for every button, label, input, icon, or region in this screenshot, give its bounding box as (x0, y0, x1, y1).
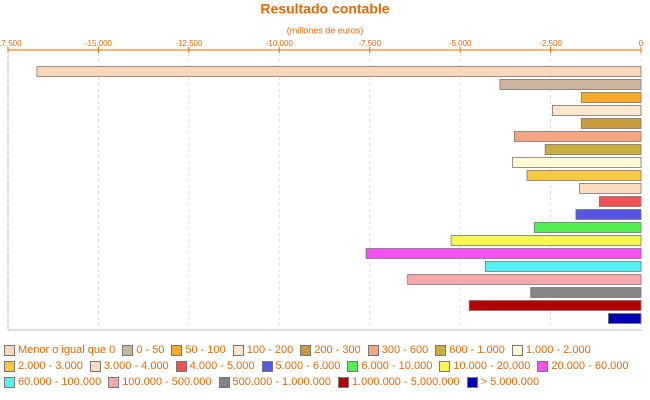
legend-label: 2.000 - 3.000 (18, 360, 83, 372)
legend-item: 500.000 - 1.000.000 (218, 376, 331, 388)
legend-label: 1.000 - 2.000 (525, 344, 591, 356)
legend-swatch (466, 376, 478, 388)
x-tick-label: -7.500 (358, 39, 381, 48)
x-tick-label: -2.500 (539, 39, 562, 48)
legend-label: 60.000 - 100.000 (18, 376, 102, 388)
legend-swatch (537, 360, 549, 372)
legend-item: 300 - 600 (367, 344, 429, 356)
legend-label: Menor o igual que 0 (18, 344, 116, 356)
legend-label: > 5.000.000 (480, 376, 540, 388)
bar (468, 300, 642, 311)
x-tick-label: -15.000 (85, 39, 113, 48)
x-tick-label: -5.000 (449, 39, 472, 48)
bar (551, 105, 642, 116)
legend-swatch (175, 360, 187, 372)
legend-item: 100.000 - 500.000 (108, 376, 212, 388)
legend-item: 200 - 300 (300, 344, 361, 356)
legend-label: 600 - 1.000 (449, 344, 505, 356)
legend-item: 3.000 - 4.000 (89, 360, 169, 372)
bar (499, 79, 642, 90)
legend-label: 100.000 - 500.000 (122, 376, 212, 388)
chart-subtitle: (millones de euros) (287, 25, 364, 35)
chart: Resultado contable (millones de euros) -… (0, 1, 644, 331)
legend-item: 100 - 200 (232, 344, 294, 356)
legend-item: 1.000 - 2.000 (511, 344, 591, 356)
bar (575, 209, 642, 220)
legend-swatch (4, 360, 15, 372)
legend-swatch (367, 344, 379, 356)
legend-swatch (171, 344, 183, 356)
legend-swatch (511, 344, 523, 356)
bar (580, 118, 642, 129)
legend-swatch (337, 376, 349, 388)
legend-swatch (435, 344, 447, 356)
legend-swatch (108, 376, 120, 388)
bar (450, 235, 642, 246)
x-tick-label: -12.500 (175, 39, 203, 48)
bar (365, 248, 642, 259)
legend-swatch (89, 360, 101, 372)
legend-swatch (232, 344, 244, 356)
legend-label: 10.000 - 20.000 (453, 360, 531, 372)
legend-item: 10.000 - 20.000 (439, 360, 530, 372)
bar (530, 287, 642, 298)
legend-label: 0 - 50 (136, 344, 165, 356)
legend-label: 500.000 - 1.000.000 (232, 376, 331, 388)
legend-item: 5.000 - 6.000 (261, 360, 341, 372)
legend-label: 6.000 - 10.000 (361, 360, 433, 372)
legend-swatch (218, 376, 230, 388)
legend-swatch (439, 360, 451, 372)
bar (485, 261, 642, 272)
bar (526, 170, 642, 181)
bar (512, 157, 642, 168)
legend-label: 1.000.000 - 5.000.000 (351, 376, 460, 388)
x-tick-label: -10.000 (266, 39, 294, 48)
legend-item: 20.000 - 60.000 (537, 360, 628, 372)
x-tick-label: 0 (639, 39, 644, 48)
legend-item: 60.000 - 100.000 (4, 376, 101, 388)
legend-swatch (4, 344, 15, 356)
x-tick-label: -17.500 (0, 39, 22, 48)
legend-item: 600 - 1.000 (435, 344, 505, 356)
legend-swatch (300, 344, 312, 356)
legend-item: 4.000 - 5.000 (175, 360, 255, 372)
bar (580, 92, 642, 103)
legend-swatch (4, 376, 15, 388)
legend-item: Menor o igual que 0 (4, 344, 115, 356)
bar (514, 131, 642, 142)
bar (544, 144, 642, 155)
legend-label: 20.000 - 60.000 (551, 360, 629, 372)
legend-item: 50 - 100 (171, 344, 226, 356)
bar (533, 222, 642, 233)
legend-item: 6.000 - 10.000 (347, 360, 432, 372)
bar (599, 196, 642, 207)
legend-label: 50 - 100 (185, 344, 226, 356)
legend: Menor o igual que 0 0 - 50 50 - 100 100 - 2… (4, 344, 646, 388)
bar (36, 66, 642, 77)
legend-label: 300 - 600 (381, 344, 429, 356)
legend-label: 5.000 - 6.000 (275, 360, 341, 372)
legend-item: > 5.000.000 (466, 376, 540, 388)
legend-item: 2.000 - 3.000 (4, 360, 83, 372)
legend-swatch (122, 344, 134, 356)
legend-item: 0 - 50 (122, 344, 164, 356)
chart-title: Resultado contable (260, 1, 389, 17)
legend-item: 1.000.000 - 5.000.000 (337, 376, 460, 388)
bar (579, 183, 642, 194)
bar (407, 274, 642, 285)
legend-swatch (261, 360, 273, 372)
legend-swatch (347, 360, 359, 372)
bar (608, 313, 642, 324)
legend-label: 3.000 - 4.000 (103, 360, 169, 372)
legend-label: 4.000 - 5.000 (189, 360, 255, 372)
legend-label: 100 - 200 (246, 344, 294, 356)
legend-label: 200 - 300 (314, 344, 361, 356)
